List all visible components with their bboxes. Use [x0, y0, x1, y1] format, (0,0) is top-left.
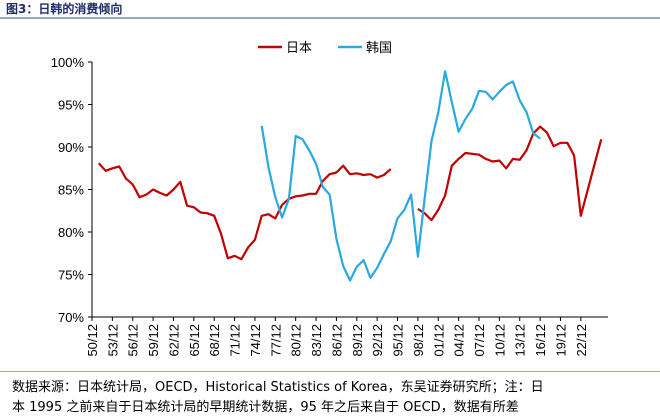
x-tick-label: 62/12: [166, 324, 181, 357]
figure-title: 图3：日韩的消费倾向: [6, 2, 123, 16]
series-line-japan: [97, 162, 392, 261]
x-tick-label: 80/12: [289, 324, 304, 357]
x-tick-label: 19/12: [553, 324, 568, 357]
series-line-korea: [260, 70, 541, 282]
x-tick-label: 68/12: [207, 324, 222, 357]
x-tick-label: 83/12: [309, 324, 324, 357]
y-tick-label: 100%: [51, 55, 85, 70]
x-tick-label: 74/12: [248, 324, 263, 357]
x-tick-label: 07/12: [472, 324, 487, 357]
x-tick-label: 92/12: [370, 324, 385, 357]
y-tick-label: 95%: [58, 98, 84, 113]
x-tick-label: 16/12: [533, 324, 548, 357]
x-tick-label: 53/12: [105, 324, 120, 357]
x-tick-label: 13/12: [513, 324, 528, 357]
legend-label-japan: 日本: [286, 41, 312, 56]
y-axis: 70% 75% 80% 85% 90% 95% 100%: [51, 55, 93, 325]
source-note-line-1: 数据来源：日本统计局，OECD，Historical Statistics of…: [12, 380, 544, 395]
x-tick-label: 50/12: [85, 324, 100, 357]
y-tick-label: 90%: [58, 140, 84, 155]
x-tick-label: 59/12: [146, 324, 161, 357]
series-line-japan: [417, 125, 603, 222]
x-tick-label: 86/12: [329, 324, 344, 357]
x-axis: 50/12 53/12 56/12 59/12 62/12 65/12 68/12 71/12…: [85, 316, 608, 357]
source-note-line-2: 本 1995 之前来自于日本统计局的早期统计数据，95 年之后来自于 OECD，…: [12, 400, 519, 415]
x-tick-label: 22/12: [574, 324, 589, 357]
x-tick-label: 56/12: [126, 324, 141, 357]
y-tick-label: 85%: [58, 183, 84, 198]
consumption-propensity-chart: 日本 韩国 70% 75% 80% 85% 90% 95% 100% 50/12 53/12 56…: [51, 41, 608, 357]
x-tick-label: 04/12: [452, 324, 467, 357]
y-tick-label: 75%: [58, 268, 84, 283]
y-tick-label: 70%: [58, 310, 84, 325]
y-tick-label: 80%: [58, 225, 84, 240]
x-tick-label: 01/12: [431, 324, 446, 357]
legend-label-korea: 韩国: [366, 41, 392, 56]
x-tick-label: 65/12: [187, 324, 202, 357]
x-tick-label: 95/12: [391, 324, 406, 357]
x-tick-label: 89/12: [350, 324, 365, 357]
source-note: 数据来源：日本统计局，OECD，Historical Statistics of…: [12, 378, 652, 418]
x-tick-label: 77/12: [268, 324, 283, 357]
title-divider: [0, 17, 660, 19]
plot-area: [97, 70, 603, 282]
footer-divider: [0, 371, 660, 372]
x-tick-label: 10/12: [492, 324, 507, 357]
chart-legend: 日本 韩国: [258, 41, 392, 56]
x-tick-label: 71/12: [228, 324, 243, 357]
x-tick-label: 98/12: [411, 324, 426, 357]
